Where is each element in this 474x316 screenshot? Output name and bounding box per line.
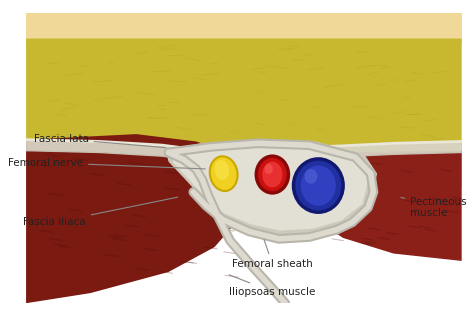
Text: Fascia lata: Fascia lata (34, 134, 166, 148)
Text: Femoral sheath: Femoral sheath (232, 240, 313, 269)
Polygon shape (26, 13, 462, 45)
Text: Femoral nerve: Femoral nerve (8, 158, 205, 169)
Ellipse shape (293, 159, 343, 212)
Text: Fascia iliaca: Fascia iliaca (23, 197, 178, 227)
Polygon shape (26, 140, 462, 163)
Polygon shape (302, 151, 462, 261)
Ellipse shape (262, 162, 283, 187)
Text: Pectineous
muscle: Pectineous muscle (401, 197, 467, 218)
Ellipse shape (264, 164, 273, 174)
Ellipse shape (210, 156, 237, 191)
Ellipse shape (304, 169, 318, 184)
Polygon shape (26, 39, 462, 187)
Ellipse shape (214, 160, 229, 180)
Ellipse shape (256, 156, 289, 193)
Polygon shape (26, 134, 254, 303)
Polygon shape (166, 140, 377, 235)
Text: Iliopsoas muscle: Iliopsoas muscle (229, 275, 316, 297)
Ellipse shape (301, 165, 336, 206)
Polygon shape (173, 143, 370, 231)
